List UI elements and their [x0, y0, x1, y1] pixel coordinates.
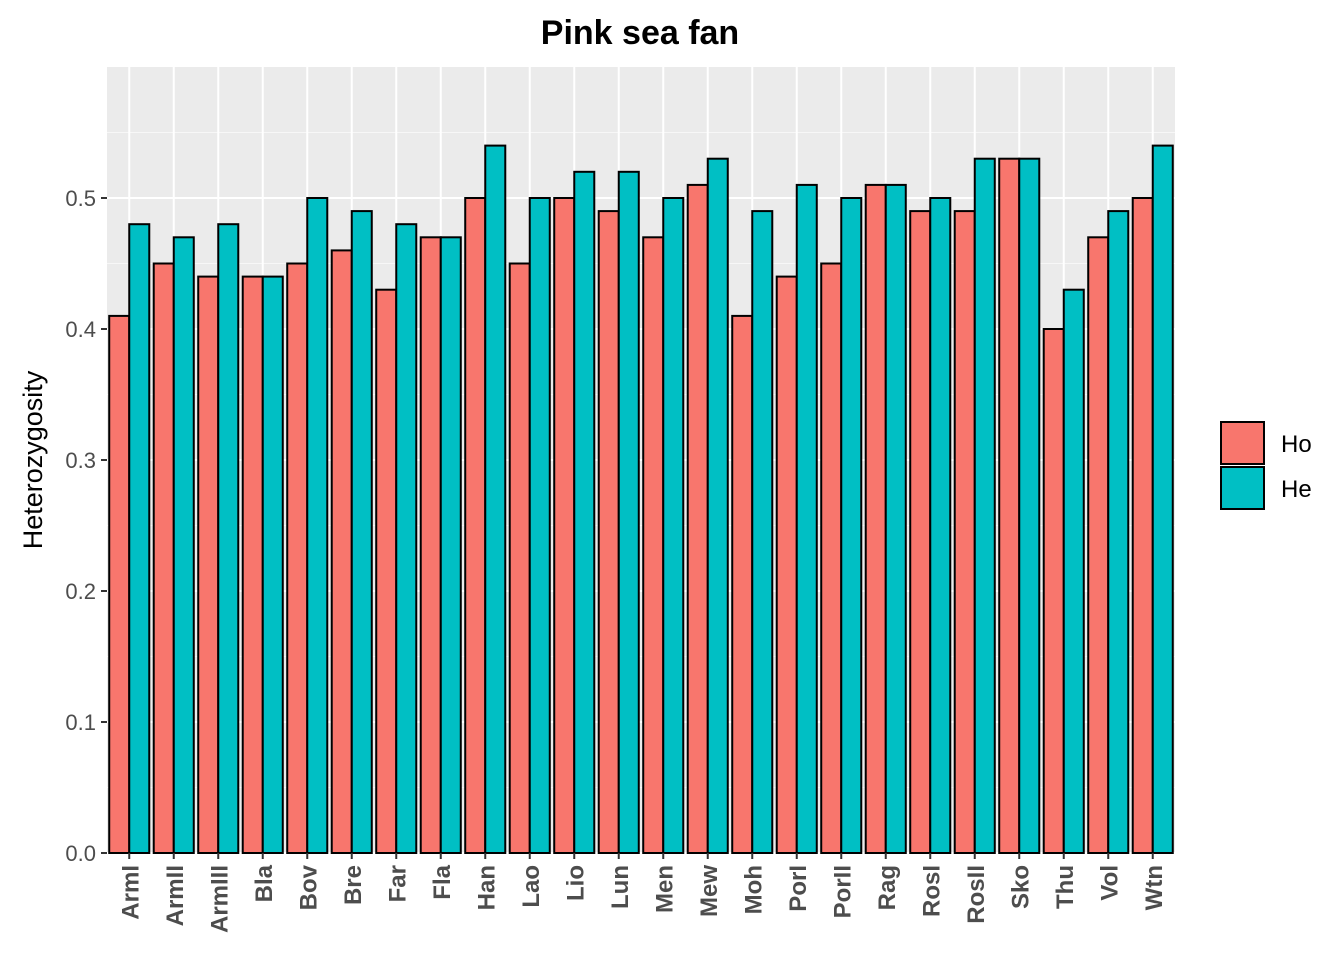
bar-ho-moh: [731, 314, 754, 854]
y-axis: 0.0 0.1 0.2 0.3 0.4 0.5: [65, 186, 107, 866]
x-tick-label: Lio: [562, 865, 589, 901]
bar-ho-armiii: [197, 275, 220, 855]
x-tick-label: RosI: [918, 865, 945, 917]
bar-he-bre: [350, 210, 373, 855]
x-tick-label: Lao: [518, 865, 545, 908]
bar-ho-lio: [553, 197, 576, 854]
bar-ho-porii: [820, 262, 843, 854]
bar-ho-men: [642, 236, 665, 855]
bar-ho-bre: [330, 249, 353, 854]
x-tick-label: Sko: [1007, 865, 1034, 909]
bar-he-wtn: [1151, 144, 1174, 855]
y-tick-label: 0.0: [65, 841, 96, 866]
bar-ho-armi: [108, 314, 131, 854]
y-tick-label: 0.1: [65, 710, 96, 735]
bar-he-pori: [795, 183, 818, 854]
x-tick-label: PorII: [829, 865, 856, 918]
y-tick-label: 0.5: [65, 186, 96, 211]
y-tick-label: 0.2: [65, 579, 96, 604]
bar-ho-fla: [419, 236, 442, 855]
bar-ho-vol: [1087, 236, 1110, 855]
bar-he-bla: [261, 275, 284, 855]
bar-he-far: [395, 223, 418, 854]
bar-ho-rosii: [953, 210, 976, 855]
bar-he-rag: [884, 183, 907, 854]
legend: Ho He: [1220, 421, 1312, 510]
bar-he-lun: [617, 170, 640, 855]
x-tick-label: ArmII: [162, 865, 189, 926]
legend-swatch-he: [1220, 466, 1265, 510]
x-tick-label: Men: [651, 865, 678, 913]
bar-he-vol: [1107, 210, 1130, 855]
x-tick-label: Wtn: [1141, 865, 1168, 910]
x-tick-label: Far: [384, 865, 411, 902]
bar-ho-rag: [864, 183, 887, 854]
bar-he-fla: [439, 236, 462, 855]
bar-he-han: [484, 144, 507, 855]
bar-he-rosii: [973, 157, 996, 854]
x-tick-label: ArmIII: [206, 865, 233, 933]
legend-label-he: He: [1281, 476, 1312, 503]
bar-he-lao: [528, 197, 551, 854]
bar-he-moh: [751, 210, 774, 855]
bar-ho-lao: [508, 262, 531, 854]
y-axis-title: Heterozygosity: [18, 370, 48, 549]
bar-ho-han: [464, 197, 487, 854]
bar-he-bov: [306, 197, 329, 854]
x-tick-label: ArmI: [117, 865, 144, 920]
bar-ho-armii: [152, 262, 175, 854]
x-tick-label: Fla: [429, 864, 456, 899]
bar-ho-rosi: [909, 210, 932, 855]
x-tick-label: Mew: [696, 865, 723, 917]
x-tick-label: Rag: [874, 865, 901, 910]
bar-he-armi: [128, 223, 151, 854]
x-tick-label: Vol: [1096, 865, 1123, 901]
bar-ho-wtn: [1131, 197, 1154, 854]
x-tick-label: RosII: [963, 865, 990, 924]
x-tick-label: Bov: [295, 864, 322, 910]
bar-ho-lun: [597, 210, 620, 855]
bar-ho-bov: [286, 262, 309, 854]
legend-label-ho: Ho: [1281, 431, 1312, 458]
bar-he-thu: [1062, 288, 1085, 854]
bar-he-lio: [573, 170, 596, 855]
bar-ho-mew: [686, 183, 709, 854]
x-tick-label: Moh: [740, 865, 767, 914]
bars: [108, 144, 1174, 855]
bar-ho-bla: [241, 275, 264, 855]
bar-ho-far: [375, 288, 398, 854]
x-tick-label: Thu: [1052, 865, 1079, 909]
bar-he-mew: [706, 157, 729, 854]
bar-ho-pori: [775, 275, 798, 855]
bar-he-armii: [172, 236, 195, 855]
bar-he-porii: [840, 197, 863, 854]
x-tick-label: Han: [473, 865, 500, 910]
x-tick-label: Lun: [607, 865, 634, 909]
chart-title: Pink sea fan: [541, 14, 739, 52]
bar-he-men: [662, 197, 685, 854]
x-tick-label: Bre: [340, 865, 367, 905]
x-tick-label: Bla: [251, 864, 278, 902]
bar-he-sko: [1018, 157, 1041, 854]
legend-swatch-ho: [1220, 421, 1265, 465]
x-tick-label: PorI: [785, 865, 812, 912]
bar-he-armiii: [217, 223, 240, 854]
y-tick-label: 0.4: [65, 317, 96, 342]
bar-ho-sko: [998, 157, 1021, 854]
bar-ho-thu: [1042, 328, 1065, 854]
bar-he-rosi: [929, 197, 952, 854]
x-axis: ArmI ArmII ArmIII Bla Bov Bre Far Fla Han Lao Lio L…: [117, 853, 1168, 933]
y-tick-label: 0.3: [65, 448, 96, 473]
